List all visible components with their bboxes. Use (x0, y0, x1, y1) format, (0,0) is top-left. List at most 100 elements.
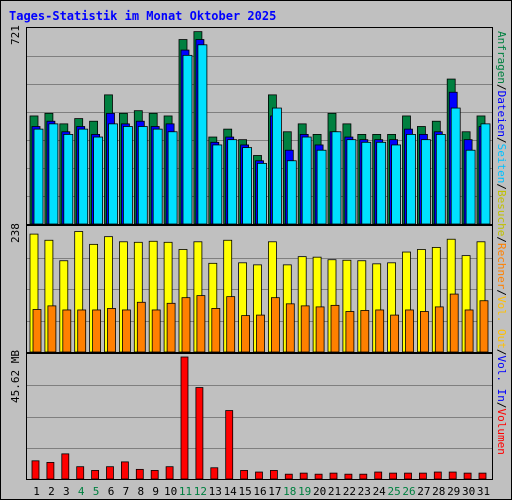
bar-seiten-19 (301, 136, 312, 224)
bar-volumen-28 (433, 471, 442, 479)
bar-seiten-13 (212, 144, 223, 224)
bar-rechner-12 (196, 295, 206, 352)
bar-rechner-6 (107, 308, 116, 352)
bar-seiten-7 (123, 126, 133, 224)
panel-requests (26, 27, 493, 225)
bar-seiten-1 (33, 128, 44, 224)
bar-volumen-21 (329, 472, 338, 479)
bar-seiten-27 (420, 139, 431, 224)
bar-volumen-19 (299, 472, 308, 479)
bar-seiten-6 (108, 123, 118, 224)
bar-volumen-29 (448, 471, 457, 479)
bar-volumen-5 (91, 470, 99, 479)
legend-entry: Besuche (495, 189, 508, 237)
bar-volumen-15 (240, 470, 249, 479)
bar-besuche-24 (372, 263, 382, 352)
bar-rechner-9 (151, 309, 161, 352)
bar-rechner-1 (32, 309, 42, 352)
bar-seiten-11 (182, 54, 193, 224)
bar-rechner-2 (47, 305, 57, 352)
legend-entry: / (495, 136, 508, 144)
bar-rechner-14 (226, 296, 236, 352)
legend-vertical: Anfragen/Dateien/Seiten/Besuche/Rechner/… (495, 31, 508, 455)
bar-seiten-21 (331, 131, 342, 224)
bar-besuche-16 (253, 264, 262, 352)
x-tick-label: 25 (387, 485, 401, 498)
bar-rechner-4 (77, 309, 87, 352)
bar-seiten-2 (48, 123, 59, 224)
x-tick-label: 27 (417, 485, 431, 498)
bar-rechner-16 (256, 314, 265, 352)
bar-volumen-14 (225, 410, 234, 479)
legend-entry: Seiten (495, 143, 508, 184)
bar-besuche-26 (402, 251, 411, 352)
bar-seiten-29 (450, 107, 461, 224)
bar-seiten-9 (152, 128, 163, 224)
x-tick-label: 24 (372, 485, 386, 498)
bar-besuche-10 (163, 241, 173, 352)
visits-ymax-label: 238 (9, 223, 22, 243)
bar-volumen-7 (121, 461, 129, 479)
bar-seiten-8 (137, 126, 148, 224)
bar-volumen-24 (374, 471, 383, 479)
panel-visits (26, 225, 493, 353)
bar-seiten-20 (316, 149, 327, 224)
bar-seiten-25 (391, 144, 402, 224)
bar-volumen-6 (106, 466, 114, 479)
legend-entry: Rechner (495, 242, 508, 290)
bar-seiten-3 (63, 134, 74, 224)
chart-title: Tages-Statistik im Monat Oktober 2025 (9, 9, 277, 23)
legend-entry: / (495, 401, 508, 409)
x-tick-label: 28 (432, 485, 446, 498)
bar-volumen-16 (255, 471, 263, 479)
legend-entry: / (495, 289, 508, 296)
x-tick-label: 31 (476, 485, 491, 498)
bar-volumen-17 (269, 470, 278, 479)
bar-rechner-24 (375, 309, 385, 352)
bar-rechner-31 (479, 300, 489, 352)
bar-rechner-10 (166, 302, 176, 352)
bar-volumen-1 (31, 460, 40, 479)
legend-entry: Vol. In (495, 355, 508, 402)
legend-entry: Anfragen (495, 31, 508, 84)
bar-seiten-4 (78, 128, 89, 224)
legend-entry: / (495, 83, 508, 91)
x-tick-label: 22 (342, 485, 357, 498)
bar-rechner-20 (315, 306, 325, 352)
bar-seiten-24 (376, 141, 387, 224)
bar-besuche-27 (416, 249, 426, 352)
bar-seiten-10 (167, 131, 178, 224)
requests-ymax-label: 721 (9, 25, 22, 45)
x-tick-label: 11 (178, 485, 193, 498)
bar-besuche-20 (312, 256, 322, 352)
bar-volumen-13 (210, 467, 219, 479)
bar-seiten-15 (242, 147, 253, 224)
bar-volumen-20 (314, 473, 323, 479)
x-tick-label: 19 (298, 485, 312, 498)
bar-rechner-26 (405, 309, 414, 352)
bar-rechner-29 (449, 293, 459, 352)
bar-rechner-11 (181, 297, 191, 352)
bar-besuche-6 (104, 236, 113, 352)
bar-besuche-30 (461, 255, 471, 352)
bar-volumen-2 (46, 462, 55, 479)
x-tick-label: 15 (238, 485, 252, 498)
bar-volumen-10 (165, 466, 174, 479)
bar-rechner-27 (419, 311, 429, 352)
x-tick-label: 26 (402, 485, 416, 498)
bar-besuche-1 (29, 233, 39, 352)
bar-volumen-18 (284, 473, 293, 479)
bar-besuche-2 (44, 239, 54, 352)
bar-volumen-9 (150, 470, 159, 479)
x-tick-label: 17 (268, 485, 282, 498)
x-tick-label: 29 (447, 485, 461, 498)
requests-chart (27, 31, 492, 224)
bar-seiten-26 (406, 134, 416, 224)
bar-rechner-7 (122, 309, 131, 352)
x-tick-label: 5 (92, 485, 100, 498)
bar-volumen-3 (61, 453, 70, 479)
x-tick-label: 30 (461, 485, 476, 498)
bar-rechner-19 (300, 305, 310, 352)
x-tick-label: 23 (357, 485, 371, 498)
